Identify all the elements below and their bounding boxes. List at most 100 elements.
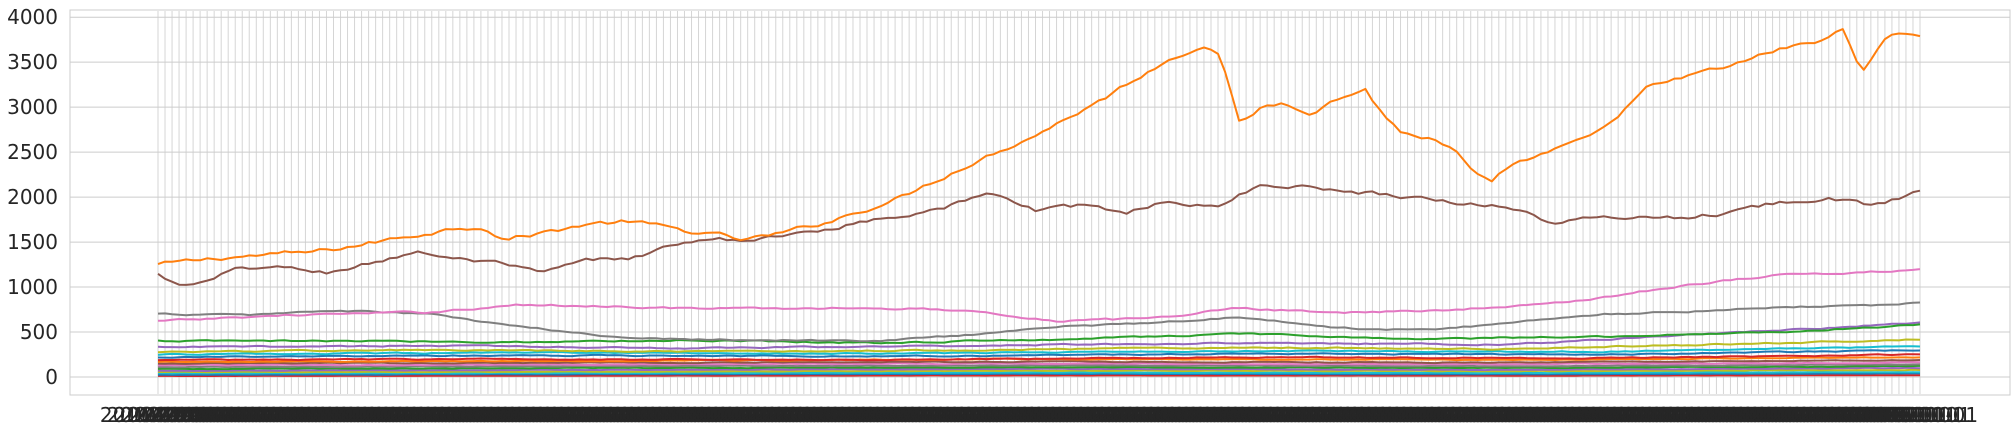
x-tick-label: 2016-01-01 [1441, 403, 1557, 427]
x-tick-label: 2016-01-01 [830, 403, 946, 427]
x-tick-label: 2016-01-01 [1743, 403, 1859, 427]
x-tick-label: 2016-01-01 [774, 403, 890, 427]
x-tick-label: 2016-01-01 [416, 403, 532, 427]
x-tick-label: 2016-01-01 [409, 403, 525, 427]
x-tick-label: 2016-01-01 [479, 403, 595, 427]
x-tick-label: 2016-01-01 [1083, 403, 1199, 427]
x-tick-label: 2016-01-01 [746, 403, 862, 427]
x-tick-label: 2016-01-01 [1125, 403, 1241, 427]
x-tick-label: 2016-01-01 [219, 403, 335, 427]
x-tick-label: 2016-01-01 [395, 403, 511, 427]
x-tick-label: 2016-01-01 [683, 403, 799, 427]
x-tick-label: 2016-01-01 [1202, 403, 1318, 427]
x-tick-label: 2016-01-01 [360, 403, 476, 427]
x-tick-label: 2016-01-01 [886, 403, 1002, 427]
x-tick-label: 2016-01-01 [1651, 403, 1767, 427]
x-tick-label: 2016-01-01 [1216, 403, 1332, 427]
x-tick-label: 2016-01-01 [1455, 403, 1571, 427]
x-tick-label: 2016-01-01 [584, 403, 700, 427]
x-tick-label: 2016-01-01 [1476, 403, 1592, 427]
x-tick-label: 2016-01-01 [942, 403, 1058, 427]
x-tick-label: 2016-01-01 [472, 403, 588, 427]
x-tick-label: 2016-01-01 [1174, 403, 1290, 427]
x-tick-label: 2016-01-01 [1167, 403, 1283, 427]
x-tick-label: 2016-01-01 [289, 403, 405, 427]
x-tick-label: 2016-01-01 [254, 403, 370, 427]
y-tick-label: 3500 [7, 50, 58, 74]
x-tick-label: 2016-01-01 [1069, 403, 1185, 427]
x-tick-label: 2016-01-01 [851, 403, 967, 427]
x-tick-label: 2016-01-01 [690, 403, 806, 427]
x-tick-label: 2016-01-01 [970, 403, 1086, 427]
x-tick-label: 2016-01-01 [1778, 403, 1894, 427]
x-tick-label: 2016-01-01 [374, 403, 490, 427]
x-tick-label: 2016-01-01 [858, 403, 974, 427]
x-tick-label: 2016-01-01 [388, 403, 504, 427]
x-tick-label: 2016-01-01 [1736, 403, 1852, 427]
x-tick-label: 2016-01-01 [528, 403, 644, 427]
x-tick-label: 2016-01-01 [1342, 403, 1458, 427]
x-tick-label: 2016-01-01 [402, 403, 518, 427]
x-tick-label: 2016-01-01 [1693, 403, 1809, 427]
x-tick-label: 2016-01-01 [563, 403, 679, 427]
x-tick-label: 2016-01-01 [577, 403, 693, 427]
x-tick-label: 2016-01-01 [1111, 403, 1227, 427]
x-tick-label: 2016-01-01 [802, 403, 918, 427]
series-line [157, 359, 1921, 365]
x-tick-label: 2016-01-01 [381, 403, 497, 427]
x-tick-label: 2016-01-01 [451, 403, 567, 427]
x-tick-label: 2016-01-01 [1665, 403, 1781, 427]
x-tick-label: 2016-01-01 [1223, 403, 1339, 427]
x-tick-label: 2016-01-01 [907, 403, 1023, 427]
x-tick-label: 2016-01-01 [1132, 403, 1248, 427]
x-tick-label: 2016-01-01 [1462, 403, 1578, 427]
x-tick-label: 2016-01-01 [1118, 403, 1234, 427]
series-line [157, 338, 1921, 354]
x-tick-label: 2016-01-01 [1251, 403, 1367, 427]
y-tick-label: 0 [45, 365, 58, 389]
x-tick-label: 2016-01-01 [963, 403, 1079, 427]
x-tick-label: 2016-01-01 [1848, 403, 1964, 427]
x-tick-label: 2016-01-01 [676, 403, 792, 427]
x-tick-label: 2016-01-01 [1356, 403, 1472, 427]
x-tick-label: 2016-01-01 [1181, 403, 1297, 427]
x-tick-label: 2016-01-01 [212, 403, 328, 427]
x-tick-label: 2016-01-01 [598, 403, 714, 427]
x-tick-label: 2016-01-01 [191, 403, 307, 427]
x-tick-label: 2016-01-01 [1335, 403, 1451, 427]
x-tick-label: 2016-01-01 [353, 403, 469, 427]
x-tick-label: 2016-01-01 [1293, 403, 1409, 427]
x-tick-label: 2016-01-01 [486, 403, 602, 427]
series-line [158, 374, 1920, 377]
x-tick-label: 2016-01-01 [1546, 403, 1662, 427]
x-tick-label: 2016-01-01 [739, 403, 855, 427]
x-tick-label: 2016-01-01 [668, 403, 784, 427]
x-tick-label: 2016-01-01 [177, 403, 293, 427]
x-tick-label: 2016-01-01 [1504, 403, 1620, 427]
x-tick-label: 2016-01-01 [1637, 403, 1753, 427]
x-tick-label: 2016-01-01 [198, 403, 314, 427]
x-tick-label: 2016-01-01 [1230, 403, 1346, 427]
x-tick-label: 2016-01-01 [163, 403, 279, 427]
x-tick-label: 2016-01-01 [1707, 403, 1823, 427]
x-tick-label: 2016-01-01 [1413, 403, 1529, 427]
x-tick-label: 2016-01-01 [282, 403, 398, 427]
x-tick-label: 2016-01-01 [325, 403, 441, 427]
x-tick-label: 2016-01-01 [1834, 403, 1950, 427]
x-tick-label: 2016-01-01 [619, 403, 735, 427]
x-tick-label: 2016-01-01 [458, 403, 574, 427]
x-tick-label: 2016-01-01 [275, 403, 391, 427]
x-tick-label: 2016-01-01 [1019, 403, 1135, 427]
x-tick-label: 2016-01-01 [844, 403, 960, 427]
x-tick-label: 2016-01-01 [647, 403, 763, 427]
x-tick-label: 2016-01-01 [367, 403, 483, 427]
x-tick-label: 2016-01-01 [1188, 403, 1304, 427]
x-tick-label: 2016-01-01 [1820, 403, 1936, 427]
x-tick-label: 2016-01-01 [1160, 403, 1276, 427]
x-tick-label: 2016-01-01 [1553, 403, 1669, 427]
series-line [157, 349, 1921, 359]
x-grid [157, 11, 1921, 394]
x-tick-label: 2016-01-01 [661, 403, 777, 427]
x-tick-label: 2016-01-01 [879, 403, 995, 427]
